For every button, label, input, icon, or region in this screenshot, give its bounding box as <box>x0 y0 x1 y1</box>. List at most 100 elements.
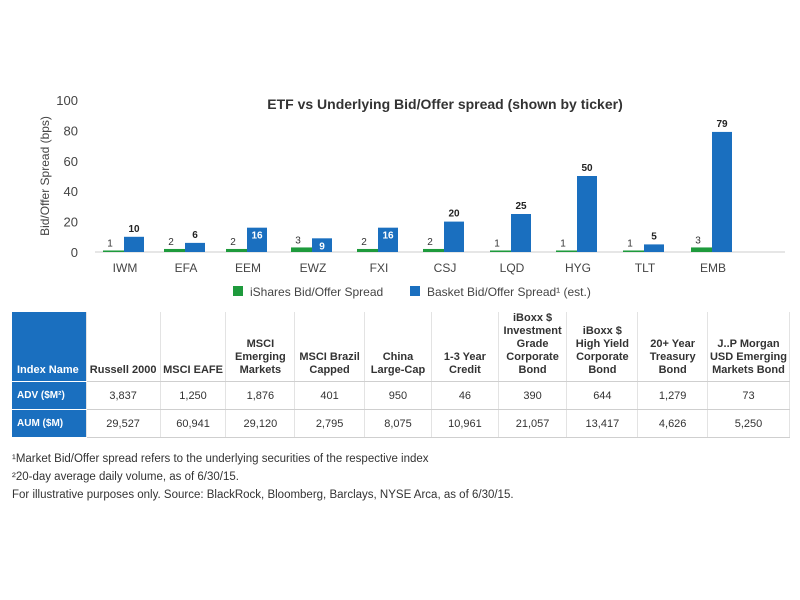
bar-basket <box>312 238 332 252</box>
column-header: 20+ Year Treasury Bond <box>637 312 708 382</box>
data-label-basket: 20 <box>448 209 460 220</box>
x-tick-label: EFA <box>175 261 198 275</box>
legend-label-ishares: iShares Bid/Offer Spread <box>250 285 383 299</box>
table-cell: 390 <box>498 381 568 410</box>
data-label-basket: 50 <box>581 163 593 174</box>
table-cell: 5,250 <box>707 409 791 438</box>
x-tick-label: CSJ <box>434 261 457 275</box>
x-tick-label: EMB <box>700 261 726 275</box>
bar-chart: ETF vs Underlying Bid/Offer spread (show… <box>38 93 785 299</box>
data-label-ishares: 2 <box>168 237 174 248</box>
data-label-ishares: 1 <box>627 238 633 249</box>
row-header: ADV ($M²) <box>12 381 87 410</box>
table-cell: 644 <box>566 381 639 410</box>
y-tick-label: 40 <box>64 184 78 199</box>
data-label-ishares: 2 <box>361 237 367 248</box>
legend-swatch-ishares <box>233 286 243 296</box>
table-cell: 13,417 <box>566 409 639 438</box>
y-axis-label: Bid/Offer Spread (bps) <box>38 116 52 236</box>
table-cell: 73 <box>707 381 791 410</box>
bar-ishares <box>490 250 511 252</box>
data-label-basket: 10 <box>128 224 140 235</box>
bar-basket <box>644 244 664 252</box>
column-header: iBoxx $ Investment Grade Corporate Bond <box>498 312 568 382</box>
bar-basket <box>247 227 267 252</box>
data-label-basket: 79 <box>716 119 728 130</box>
row-header: AUM ($M) <box>12 409 87 438</box>
etf-data-table: Index Name Russell 2000 MSCI EAFE MSCI Emer… <box>12 312 791 438</box>
x-tick-label: FXI <box>370 261 389 275</box>
bar-ishares <box>291 247 312 252</box>
table-row: AUM ($M) 29,527 60,941 29,120 2,795 8,075 10,9… <box>12 409 791 438</box>
data-label-ishares: 1 <box>107 238 113 249</box>
x-tick-label: HYG <box>565 261 591 275</box>
y-tick-label: 20 <box>64 215 78 230</box>
data-label-ishares: 1 <box>494 238 500 249</box>
data-label-basket: 16 <box>382 231 394 242</box>
table-cell: 10,961 <box>431 409 499 438</box>
table-cell: 46 <box>431 381 499 410</box>
bar-ishares <box>623 250 644 252</box>
bar-basket <box>511 214 531 252</box>
bar-basket <box>378 227 398 252</box>
column-header: MSCI Emerging Markets <box>225 312 296 382</box>
y-tick-label: 0 <box>71 245 78 260</box>
data-label-ishares: 3 <box>295 235 301 246</box>
table-row: ADV ($M²) 3,837 1,250 1,876 401 950 46 390 644 1,… <box>12 381 791 410</box>
footnote-1: ¹Market Bid/Offer spread refers to the u… <box>12 453 429 465</box>
data-label-basket: 25 <box>515 201 527 212</box>
data-label-basket: 5 <box>651 231 657 242</box>
column-header: MSCI EAFE <box>160 312 227 382</box>
x-tick-label: TLT <box>635 261 656 275</box>
table-cell: 1,876 <box>225 381 296 410</box>
column-header: Index Name <box>12 312 87 382</box>
table-cell: 401 <box>294 381 365 410</box>
table-cell: 1,250 <box>160 381 227 410</box>
y-tick-label: 100 <box>56 93 78 108</box>
data-label-ishares: 2 <box>427 237 433 248</box>
table-cell: 29,120 <box>225 409 296 438</box>
column-header: J..P Morgan USD Emerging Markets Bond <box>707 312 791 382</box>
table-cell: 2,795 <box>294 409 365 438</box>
y-tick-label: 60 <box>64 154 78 169</box>
column-header: iBoxx $ High Yield Corporate Bond <box>566 312 639 382</box>
bar-ishares <box>357 248 378 252</box>
bar-basket <box>712 131 732 252</box>
column-header: 1-3 Year Credit <box>431 312 499 382</box>
column-header: Russell 2000 <box>86 312 161 382</box>
bar-ishares <box>691 247 712 252</box>
bar-basket <box>185 242 205 252</box>
data-label-basket: 6 <box>192 230 198 241</box>
legend-swatch-basket <box>410 286 420 296</box>
bar-ishares <box>164 248 185 252</box>
bar-basket <box>577 176 597 252</box>
footnote-2: ²20-day average daily volume, as of 6/30… <box>12 471 239 483</box>
legend-label-basket: Basket Bid/Offer Spread¹ (est.) <box>427 285 591 299</box>
footnotes: ¹Market Bid/Offer spread refers to the u… <box>12 450 514 504</box>
x-tick-label: LQD <box>500 261 525 275</box>
x-tick-label: EEM <box>235 261 261 275</box>
bar-basket <box>124 236 144 252</box>
data-label-ishares: 2 <box>230 237 236 248</box>
data-label-basket: 16 <box>251 231 263 242</box>
table-cell: 60,941 <box>160 409 227 438</box>
chart-title: ETF vs Underlying Bid/Offer spread (show… <box>267 96 623 112</box>
table-cell: 8,075 <box>364 409 433 438</box>
y-tick-label: 80 <box>64 123 78 138</box>
x-tick-label: EWZ <box>300 261 327 275</box>
bar-ishares <box>556 250 577 252</box>
data-label-basket: 9 <box>319 241 325 252</box>
table-cell: 1,279 <box>637 381 708 410</box>
table-cell: 3,837 <box>86 381 161 410</box>
bar-basket <box>444 221 464 252</box>
column-header: China Large-Cap <box>364 312 433 382</box>
bar-ishares <box>423 248 444 252</box>
table-cell: 950 <box>364 381 433 410</box>
bar-ishares <box>103 250 124 252</box>
bar-ishares <box>226 248 247 252</box>
data-label-ishares: 3 <box>695 235 701 246</box>
table-cell: 29,527 <box>86 409 161 438</box>
table-cell: 4,626 <box>637 409 708 438</box>
x-tick-label: IWM <box>113 261 138 275</box>
column-header: MSCI Brazil Capped <box>294 312 365 382</box>
